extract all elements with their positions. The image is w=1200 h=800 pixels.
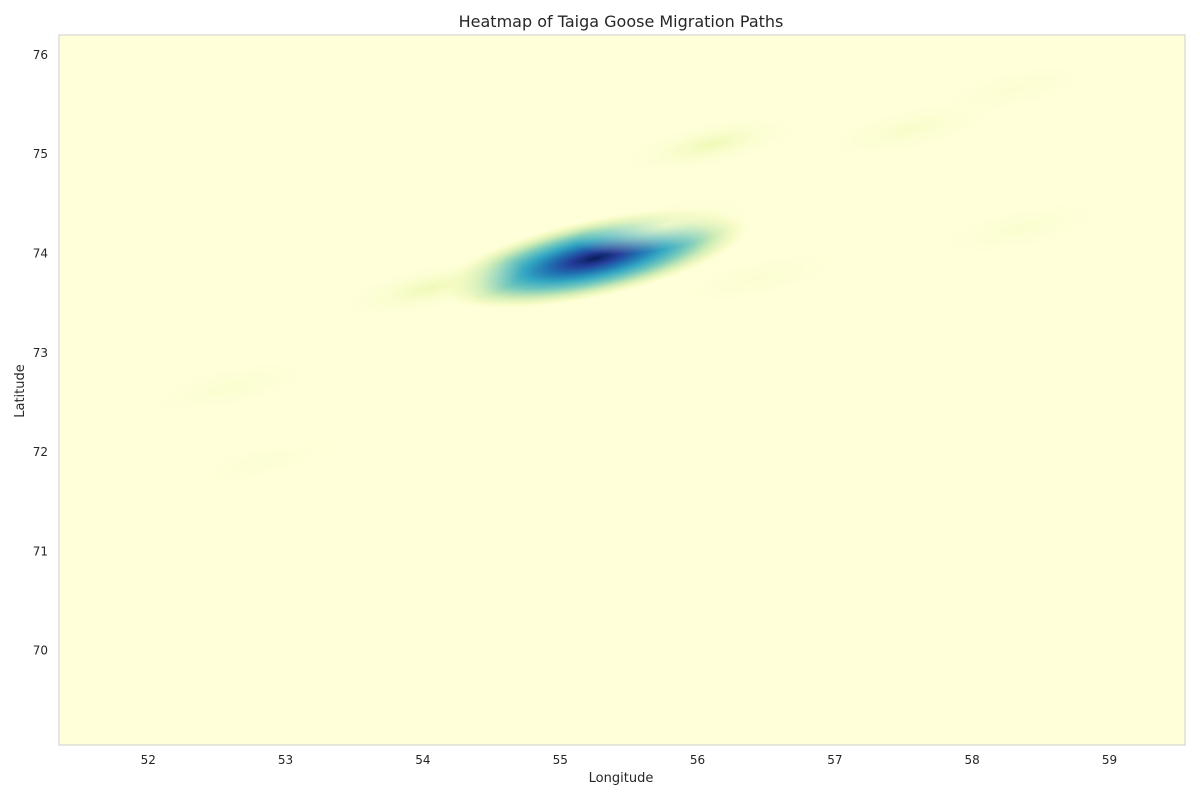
x-axis-label: Longitude	[589, 771, 654, 786]
x-tick-label: 59	[1102, 753, 1117, 767]
x-tick-label: 54	[415, 753, 430, 767]
heatmap-hotspot	[920, 58, 1107, 121]
y-axis-label: Latitude	[13, 364, 28, 418]
x-tick-label: 56	[690, 753, 705, 767]
heatmap-hotspot	[927, 197, 1114, 260]
y-tick-label: 70	[33, 644, 48, 658]
y-tick-label: 76	[33, 48, 48, 62]
x-tick-label: 52	[141, 753, 156, 767]
heatmap-hotspot	[618, 113, 805, 175]
heatmap-hotspot	[577, 192, 764, 255]
x-tick-label: 53	[278, 753, 293, 767]
x-tick-label: 58	[965, 753, 980, 767]
y-tick-label: 74	[33, 246, 48, 260]
x-axis-ticks: 52 53 54 55 56 57 58 59	[141, 753, 1118, 767]
plot-frame	[58, 34, 1186, 746]
plot-area	[58, 34, 1186, 746]
hotspot-layer	[137, 58, 1114, 493]
chart-title: Heatmap of Taiga Goose Migration Paths	[459, 12, 784, 31]
y-tick-label: 71	[33, 544, 48, 558]
y-tick-label: 73	[33, 346, 48, 360]
y-tick-label: 75	[33, 147, 48, 161]
y-tick-label: 72	[33, 445, 48, 459]
heatmap-hotspot	[666, 247, 853, 309]
x-tick-label: 57	[827, 753, 842, 767]
heatmap-hotspot	[171, 431, 359, 493]
y-axis-ticks: 70 71 72 73 74 75 76	[33, 48, 48, 658]
heatmap-hotspot	[336, 257, 523, 319]
heatmap-hotspot	[137, 356, 324, 419]
x-tick-label: 55	[553, 753, 568, 767]
